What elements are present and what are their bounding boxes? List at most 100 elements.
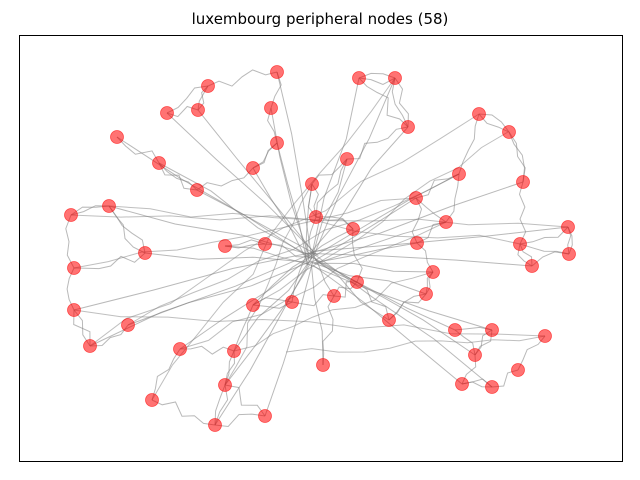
edge-road xyxy=(519,226,569,245)
edge-ray xyxy=(264,256,315,417)
edge-corridor xyxy=(179,221,447,350)
edge-corridor xyxy=(73,197,417,269)
peripheral-node xyxy=(410,236,424,250)
edge-road xyxy=(108,205,146,254)
edge-road xyxy=(315,158,348,218)
peripheral-node xyxy=(327,289,341,303)
edge-road xyxy=(151,399,216,426)
edge-ray xyxy=(252,167,309,264)
peripheral-node xyxy=(468,348,482,362)
peripheral-node xyxy=(388,71,402,85)
edge-road xyxy=(291,294,335,307)
plot-frame xyxy=(19,35,623,462)
edge-road xyxy=(233,304,254,352)
peripheral-node xyxy=(83,339,97,353)
edge-corridor xyxy=(127,173,460,326)
edge-road xyxy=(411,197,423,244)
peripheral-node xyxy=(67,303,81,317)
edge-ray xyxy=(252,252,317,306)
edge-corridor xyxy=(285,335,546,353)
edge-ray xyxy=(73,251,314,311)
edge-corridor xyxy=(73,309,546,337)
peripheral-node xyxy=(562,247,576,261)
edge-road xyxy=(415,173,460,199)
peripheral-node xyxy=(67,261,81,275)
edge-ray xyxy=(270,107,308,252)
peripheral-node xyxy=(102,199,116,213)
peripheral-node xyxy=(409,191,423,205)
peripheral-node xyxy=(258,237,272,251)
edge-ray xyxy=(305,262,493,331)
edge-road xyxy=(73,309,91,347)
peripheral-node xyxy=(516,175,530,189)
peripheral-node xyxy=(426,265,440,279)
edge-ray xyxy=(310,251,493,388)
peripheral-node xyxy=(270,136,284,150)
peripheral-node xyxy=(485,323,499,337)
edge-road xyxy=(196,167,254,191)
peripheral-node xyxy=(525,259,539,273)
edge-road xyxy=(508,131,526,183)
peripheral-node xyxy=(316,358,330,372)
peripheral-node xyxy=(138,246,152,260)
edge-road xyxy=(351,228,363,283)
peripheral-node xyxy=(352,71,366,85)
edge-road xyxy=(158,162,198,191)
peripheral-node xyxy=(201,79,215,93)
peripheral-node xyxy=(264,101,278,115)
edge-road xyxy=(179,345,235,355)
edge-ray xyxy=(310,197,417,264)
edge-road xyxy=(214,384,229,426)
peripheral-node xyxy=(246,161,260,175)
peripheral-node xyxy=(502,125,516,139)
edge-road xyxy=(358,77,409,128)
peripheral-node xyxy=(218,239,232,253)
edge-ray xyxy=(307,228,354,257)
peripheral-node xyxy=(350,275,364,289)
peripheral-node xyxy=(340,152,354,166)
edge-road xyxy=(445,173,460,223)
peripheral-node xyxy=(227,344,241,358)
peripheral-node xyxy=(511,363,525,377)
graph-title: luxembourg peripheral nodes (58) xyxy=(191,10,449,28)
edge-layer xyxy=(65,69,573,428)
peripheral-node xyxy=(485,380,499,394)
edge-ray xyxy=(144,252,307,263)
peripheral-node xyxy=(455,377,469,391)
edge-ray xyxy=(306,216,317,262)
edge-road xyxy=(518,181,527,245)
peripheral-node xyxy=(270,65,284,79)
edge-corridor xyxy=(224,183,313,386)
peripheral-node xyxy=(152,156,166,170)
peripheral-node xyxy=(305,177,319,191)
peripheral-node xyxy=(538,329,552,343)
peripheral-node xyxy=(439,215,453,229)
edge-road xyxy=(166,85,209,114)
edge-road xyxy=(158,162,198,191)
edge-road xyxy=(65,214,75,269)
peripheral-node xyxy=(173,342,187,356)
edge-road xyxy=(73,252,146,270)
peripheral-node xyxy=(309,210,323,224)
node-layer xyxy=(64,65,576,432)
edge-corridor xyxy=(151,77,396,401)
peripheral-node xyxy=(346,222,360,236)
edge-ray xyxy=(314,262,434,273)
peripheral-node xyxy=(513,237,527,251)
peripheral-node xyxy=(285,295,299,309)
peripheral-node xyxy=(246,298,260,312)
peripheral-node xyxy=(208,418,222,432)
edge-road xyxy=(116,136,160,164)
peripheral-node xyxy=(218,378,232,392)
edge-ray xyxy=(196,189,319,256)
edge-ray xyxy=(306,126,409,258)
edge-road xyxy=(388,293,427,321)
peripheral-node xyxy=(401,120,415,134)
edge-ray xyxy=(305,252,533,267)
peripheral-node xyxy=(110,130,124,144)
edge-road xyxy=(89,324,129,347)
edge-corridor xyxy=(89,113,480,347)
peripheral-node xyxy=(419,287,433,301)
peripheral-node xyxy=(472,107,486,121)
